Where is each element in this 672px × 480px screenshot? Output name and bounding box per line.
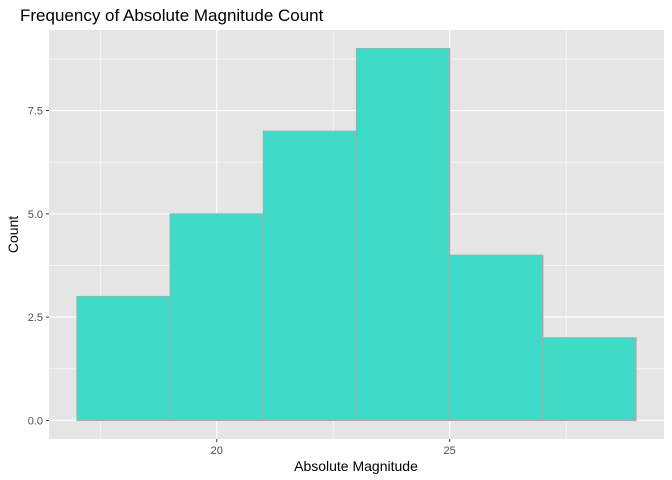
x-tick-label: 20 — [211, 445, 223, 457]
y-tick-label: 2.5 — [28, 312, 43, 324]
histogram-bar — [76, 295, 171, 421]
histogram-bar — [169, 213, 264, 421]
x-tick-label: 25 — [444, 445, 456, 457]
y-axis-ticks: 0.0 2.5 5.0 7.5 — [28, 106, 49, 427]
histogram-bar — [262, 130, 358, 421]
y-tick-label: 5.0 — [28, 209, 43, 221]
chart-title: Frequency of Absolute Magnitude Count — [20, 6, 324, 25]
histogram-bar — [542, 337, 637, 421]
bars — [76, 48, 637, 421]
y-tick-label: 7.5 — [28, 106, 43, 118]
histogram-bar — [355, 48, 451, 421]
x-axis-title: Absolute Magnitude — [294, 458, 418, 474]
histogram-bar — [449, 254, 544, 421]
y-axis-title: Count — [5, 216, 21, 253]
x-axis-ticks: 20 25 — [211, 439, 456, 457]
y-tick-label: 0.0 — [28, 415, 43, 427]
